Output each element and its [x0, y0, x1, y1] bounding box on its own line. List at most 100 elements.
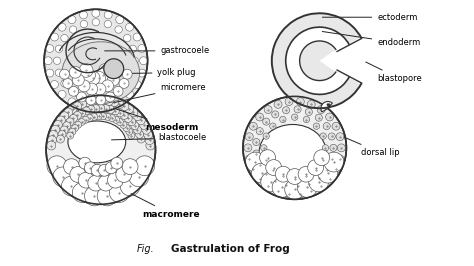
Ellipse shape	[259, 124, 326, 181]
Circle shape	[129, 167, 149, 187]
Circle shape	[145, 136, 154, 145]
Text: gastrocoele: gastrocoele	[105, 46, 210, 55]
Circle shape	[323, 123, 330, 130]
Circle shape	[80, 11, 88, 19]
Circle shape	[104, 103, 112, 111]
Circle shape	[263, 118, 270, 125]
Circle shape	[46, 95, 155, 204]
Circle shape	[270, 166, 276, 173]
Circle shape	[97, 104, 105, 112]
Circle shape	[266, 160, 282, 176]
Circle shape	[80, 20, 88, 28]
Circle shape	[320, 133, 326, 139]
Circle shape	[54, 57, 61, 64]
Circle shape	[58, 130, 66, 138]
Circle shape	[283, 107, 290, 114]
Circle shape	[249, 165, 257, 173]
Circle shape	[125, 105, 134, 114]
Circle shape	[86, 83, 98, 95]
Circle shape	[124, 34, 131, 42]
Circle shape	[263, 171, 270, 178]
Circle shape	[126, 90, 134, 98]
Circle shape	[104, 94, 111, 101]
Circle shape	[115, 88, 122, 96]
Circle shape	[280, 116, 286, 123]
Circle shape	[328, 133, 335, 140]
Circle shape	[309, 172, 328, 192]
Circle shape	[249, 122, 257, 130]
Circle shape	[78, 172, 94, 188]
Circle shape	[119, 78, 129, 88]
Circle shape	[133, 112, 142, 121]
Circle shape	[280, 173, 286, 179]
Circle shape	[272, 111, 279, 118]
Circle shape	[69, 86, 79, 96]
Circle shape	[131, 122, 139, 130]
Circle shape	[253, 139, 260, 146]
Circle shape	[47, 141, 56, 150]
Circle shape	[69, 26, 77, 33]
Circle shape	[101, 80, 114, 92]
Circle shape	[317, 182, 325, 190]
Circle shape	[60, 69, 70, 79]
Circle shape	[272, 178, 292, 197]
Circle shape	[47, 156, 67, 176]
Circle shape	[116, 98, 124, 106]
Circle shape	[122, 159, 138, 174]
Circle shape	[44, 57, 52, 65]
Circle shape	[126, 23, 134, 31]
Circle shape	[82, 68, 95, 82]
Circle shape	[56, 135, 64, 143]
Circle shape	[99, 64, 113, 77]
Circle shape	[285, 98, 293, 106]
Circle shape	[285, 180, 305, 199]
Circle shape	[313, 166, 319, 173]
Circle shape	[98, 175, 114, 191]
Text: ectoderm: ectoderm	[322, 13, 418, 22]
Circle shape	[305, 180, 312, 187]
Circle shape	[296, 98, 304, 106]
Circle shape	[60, 126, 68, 134]
Circle shape	[144, 130, 153, 139]
Circle shape	[78, 99, 87, 109]
Circle shape	[336, 133, 344, 141]
Circle shape	[116, 16, 124, 24]
Circle shape	[137, 116, 145, 125]
Circle shape	[84, 162, 96, 174]
Circle shape	[307, 100, 315, 108]
Circle shape	[51, 125, 60, 134]
Circle shape	[111, 157, 123, 169]
Circle shape	[69, 88, 77, 96]
Circle shape	[255, 113, 264, 121]
Circle shape	[308, 160, 324, 176]
Circle shape	[307, 187, 315, 195]
Circle shape	[104, 59, 124, 78]
Circle shape	[146, 141, 155, 150]
Circle shape	[96, 95, 106, 105]
Circle shape	[287, 169, 302, 184]
Circle shape	[133, 33, 141, 41]
Circle shape	[53, 167, 73, 187]
Circle shape	[63, 78, 73, 88]
Circle shape	[116, 167, 132, 182]
Circle shape	[62, 176, 82, 196]
Circle shape	[91, 113, 98, 120]
Circle shape	[324, 152, 344, 172]
Circle shape	[294, 106, 301, 113]
Circle shape	[77, 92, 87, 102]
Circle shape	[332, 122, 340, 130]
Circle shape	[116, 109, 124, 117]
Circle shape	[126, 128, 133, 135]
Circle shape	[138, 44, 146, 52]
Circle shape	[92, 104, 100, 112]
Circle shape	[63, 122, 71, 130]
Circle shape	[124, 80, 131, 87]
Circle shape	[68, 105, 77, 114]
Circle shape	[337, 144, 346, 152]
Circle shape	[246, 133, 253, 141]
Circle shape	[61, 80, 68, 87]
Circle shape	[270, 123, 276, 129]
Circle shape	[68, 16, 76, 24]
Circle shape	[137, 135, 145, 143]
Circle shape	[326, 113, 334, 121]
